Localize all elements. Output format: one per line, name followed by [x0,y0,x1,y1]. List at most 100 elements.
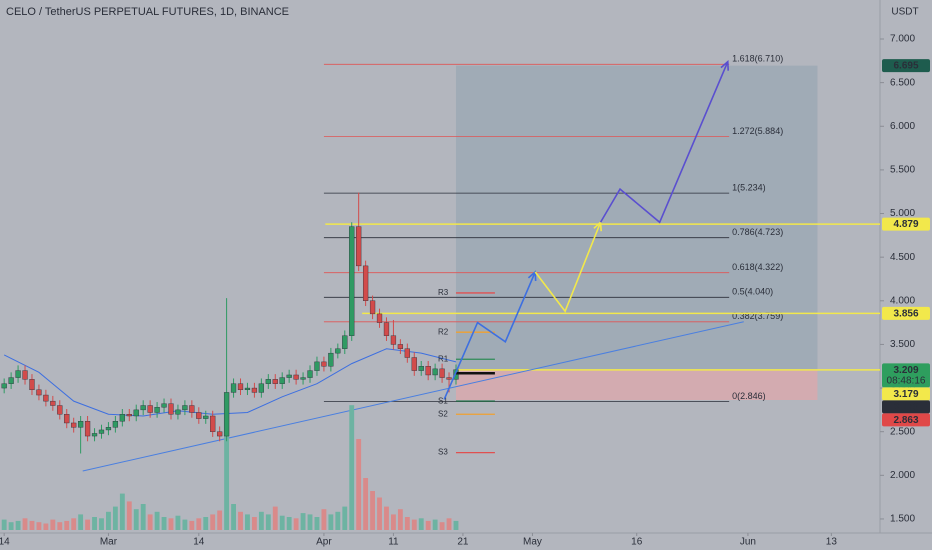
candle-body [272,379,278,384]
candle-body [425,366,431,376]
candle-body [432,368,438,376]
candle-body [36,389,42,396]
candle-body [175,409,181,415]
y-tick-label: 4.500 [890,252,915,263]
candle-body [189,405,195,413]
candle-body [126,414,132,417]
candle-body [307,370,313,378]
candle-body [77,421,84,428]
volume-bar [314,517,320,530]
moving-average [3,348,457,417]
candle-body [64,414,70,424]
pivot-label: S3 [438,448,448,457]
candle-body [182,405,188,411]
fib-level-label: 0(2.846) [732,391,766,401]
price-badge [882,413,930,427]
candle-body [258,383,264,393]
volume-bar [245,514,250,530]
price-badge [882,400,930,414]
price-badge [882,217,930,231]
price-badge [882,59,930,73]
volume-bar [425,520,431,530]
profit-zone [455,65,818,370]
x-tick-label: Jun [740,537,756,548]
candle-body [251,387,258,393]
volume-bar [384,506,389,530]
volume-bar [397,509,403,530]
candle-body [328,352,334,367]
candle-body [119,414,125,422]
y-tick-label: 3.500 [890,339,915,350]
price-badge-label: 6.695 [893,61,918,72]
pivot-label: S1 [438,396,448,405]
candle-body [342,335,348,349]
volume-bar [140,504,146,530]
pivot-label: S2 [438,409,448,418]
volume-bar [349,405,355,530]
y-tick-label: 5.000 [890,208,915,219]
volume-bar [210,514,216,530]
pivot-label: R2 [438,327,449,336]
y-tick-label: 7.000 [890,34,915,45]
x-tick-label: 14 [0,537,10,548]
volume-bar [22,518,28,530]
y-tick-label: 6.000 [890,121,915,132]
price-badge-label: 3.179 [893,389,918,400]
volume-bar [224,435,230,530]
projection-arrowhead [720,60,730,71]
candle-body [57,405,63,415]
candle-body [217,431,223,437]
volume-bar [36,522,42,530]
volume-bar [342,506,348,530]
candle-body [154,407,160,413]
projection-path [534,221,602,313]
volume-bar [175,515,181,530]
volume-bar [126,501,132,530]
fib-level-label: 0.618(4.322) [732,262,783,272]
x-tick-label: 13 [826,537,838,548]
y-tick-label: 2.000 [890,470,915,481]
volume-bar [8,522,14,530]
fib-level-label: 1(5.234) [732,182,766,192]
volume-bar [119,493,125,530]
volume-bar [50,519,56,530]
volume-bar [272,506,278,530]
volume-bar [85,519,91,530]
price-badge-label: 4.879 [893,219,918,230]
candle-body [244,387,251,391]
volume-bar [78,514,84,530]
candle-body [71,422,77,428]
y-tick-label: 5.500 [890,165,915,176]
projection-path [599,61,729,224]
candle-body [390,335,397,345]
volume-bar [203,517,209,530]
volume-bar [168,518,174,530]
candle-body [446,377,452,380]
x-tick-label: Apr [316,537,332,548]
volume-bar [106,511,111,530]
volume-bar [411,519,417,530]
volume-bar [453,520,459,530]
candle-body [237,383,244,391]
candle-body [279,377,285,384]
volume-bar [57,522,63,530]
volume-bar [363,478,369,530]
volume-bar [1,519,7,530]
volume-bar [182,519,188,530]
trendline [82,321,744,472]
candle-body [335,348,341,354]
candle-body [91,433,98,437]
candle-body [404,348,410,358]
y-tick-label: 4.000 [890,295,915,306]
candle-body [22,370,28,380]
y-tick-label: 2.500 [890,426,915,437]
candle-body [50,400,56,406]
volume-bar [147,514,153,530]
x-tick-label: 21 [457,537,469,548]
x-tick-label: 16 [631,537,643,548]
candle-body [203,415,209,419]
candle-body [356,226,362,267]
price-badge [882,306,930,320]
candle-body [453,369,459,380]
